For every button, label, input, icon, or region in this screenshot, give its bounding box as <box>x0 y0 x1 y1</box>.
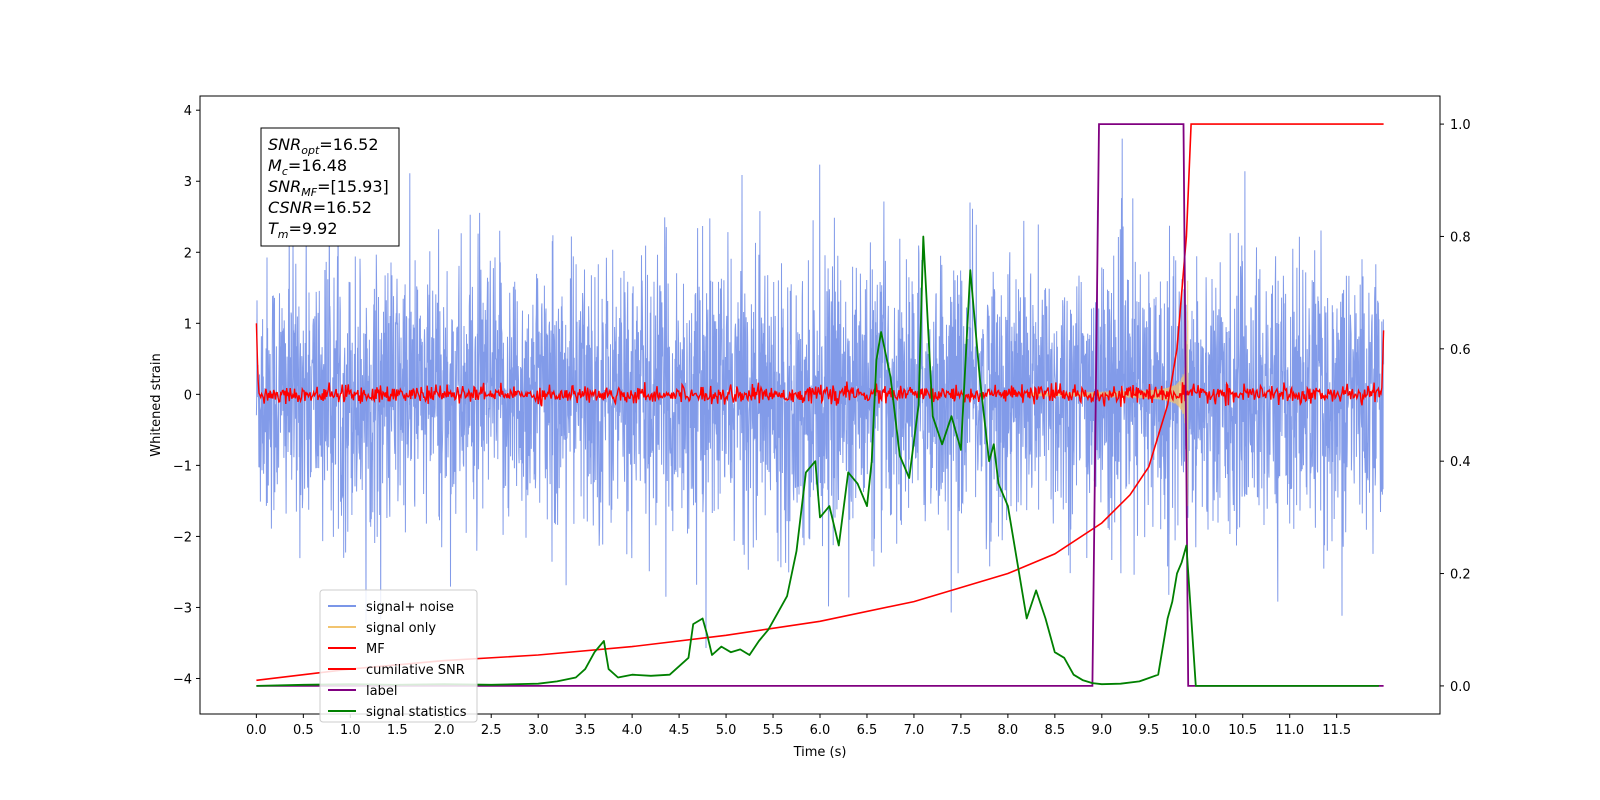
y-right-tick-label: 0.8 <box>1450 230 1471 245</box>
x-tick-label: 6.5 <box>857 723 878 738</box>
y-left-tick-label: 1 <box>184 317 192 332</box>
info-box-line: SNRopt=16.52 <box>268 135 379 157</box>
y-axis-left: 4 3 2 1 0 −1 −2 −3 −4 <box>173 104 200 687</box>
x-tick-label: 5.5 <box>763 723 784 738</box>
x-tick-label: 0.0 <box>246 723 267 738</box>
info-box-line: SNRMF=[15.93] <box>268 177 389 199</box>
x-tick-label: 5.0 <box>716 723 737 738</box>
x-tick-label: 7.0 <box>904 723 925 738</box>
info-box-line: Tm=9.92 <box>268 219 338 241</box>
legend-entry: MF <box>366 642 385 657</box>
y-left-tick-label: 3 <box>184 175 192 190</box>
x-tick-label: 0.5 <box>293 723 314 738</box>
x-tick-label: 11.0 <box>1275 723 1304 738</box>
y-left-tick-label: −4 <box>173 672 192 687</box>
legend-entry: signal statistics <box>366 705 467 720</box>
y-left-tick-label: −2 <box>173 530 192 545</box>
y-left-tick-label: 4 <box>184 104 192 119</box>
x-tick-label: 7.5 <box>951 723 972 738</box>
y-right-tick-label: 0.2 <box>1450 568 1471 583</box>
x-tick-label: 6.0 <box>810 723 831 738</box>
x-tick-label: 10.5 <box>1228 723 1257 738</box>
x-tick-label: 10.0 <box>1181 723 1210 738</box>
x-tick-label: 1.0 <box>340 723 361 738</box>
x-tick-label: 3.5 <box>575 723 596 738</box>
series-signal-noise <box>255 138 1385 649</box>
y-right-tick-label: 1.0 <box>1450 118 1471 133</box>
y-left-tick-label: −3 <box>173 601 192 616</box>
y-left-tick-label: 0 <box>184 388 192 403</box>
series-signal-statistics <box>256 235 1379 687</box>
legend-entry: cumilative SNR <box>366 663 465 678</box>
series-mf <box>255 323 1385 407</box>
x-axis-label: Time (s) <box>793 745 847 760</box>
y-axis-label: Whitened strain <box>149 353 164 456</box>
x-tick-label: 3.0 <box>528 723 549 738</box>
y-left-tick-label: −1 <box>173 459 192 474</box>
info-box-frame <box>260 127 400 247</box>
x-tick-label: 9.0 <box>1091 723 1112 738</box>
y-axis-right: 0.0 0.2 0.4 0.6 0.8 1.0 <box>1440 118 1471 695</box>
legend-entry: signal only <box>366 621 436 636</box>
info-box: SNRopt=16.52Mc=16.48SNRMF=[15.93]CSNR=16… <box>260 127 400 247</box>
legend: signal+ noise signal only MF cumilative SNR… <box>319 589 478 723</box>
info-box-line: Mc=16.48 <box>268 156 347 178</box>
legend-entry: signal+ noise <box>366 600 454 615</box>
x-axis: 0.0 0.5 1.0 1.5 2.0 2.5 3.0 3.5 4.0 4.5 5.0 5.5 6.0 6… <box>246 714 1351 738</box>
x-tick-label: 2.5 <box>481 723 502 738</box>
info-box-line: CSNR=16.52 <box>268 198 372 217</box>
x-tick-label: 9.5 <box>1138 723 1159 738</box>
x-tick-label: 4.5 <box>669 723 690 738</box>
y-right-tick-label: 0.6 <box>1450 343 1471 358</box>
x-tick-label: 11.5 <box>1322 723 1351 738</box>
y-right-tick-label: 0.0 <box>1450 680 1471 695</box>
x-tick-label: 8.0 <box>998 723 1019 738</box>
x-tick-label: 2.0 <box>434 723 455 738</box>
legend-entry: label <box>366 684 397 699</box>
x-tick-label: 1.5 <box>387 723 408 738</box>
x-tick-label: 8.5 <box>1045 723 1066 738</box>
x-tick-label: 4.0 <box>622 723 643 738</box>
y-left-tick-label: 2 <box>184 246 192 261</box>
y-right-tick-label: 0.4 <box>1450 455 1471 470</box>
legend-frame <box>319 589 478 723</box>
